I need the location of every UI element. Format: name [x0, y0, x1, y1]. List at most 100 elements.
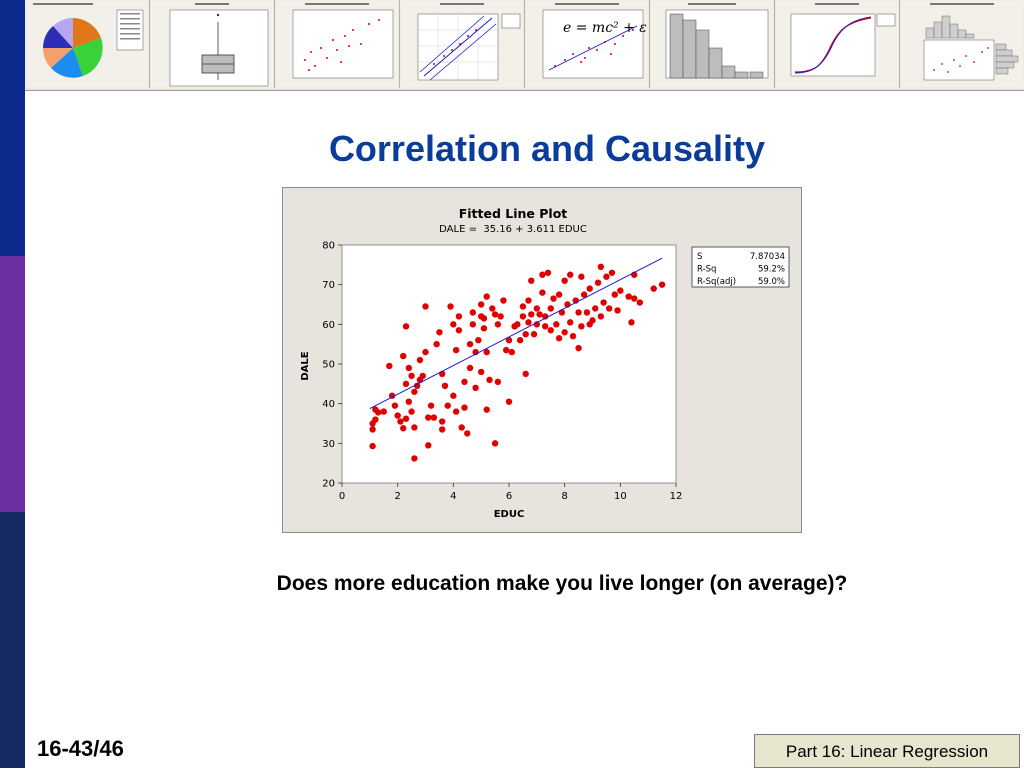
data-point: [586, 285, 593, 292]
data-point: [464, 430, 471, 437]
histogram-thumbnail: [650, 0, 775, 88]
data-point: [489, 305, 496, 312]
data-point: [533, 305, 541, 312]
data-point: [436, 329, 443, 336]
data-point: [405, 364, 412, 372]
sidebar-segment-middle: [0, 256, 25, 512]
data-point: [374, 409, 382, 416]
data-point: [636, 299, 644, 306]
data-point: [575, 309, 582, 316]
data-point: [528, 311, 535, 318]
data-point: [411, 455, 418, 462]
data-point: [461, 404, 468, 411]
data-point: [500, 297, 507, 304]
data-point: [606, 305, 613, 312]
data-point: [516, 337, 524, 344]
data-point: [525, 297, 532, 304]
y-tick-label: 70: [322, 280, 335, 291]
data-point: [539, 271, 546, 278]
data-point: [455, 327, 463, 334]
x-tick-label: 10: [614, 491, 627, 502]
data-point: [611, 291, 618, 298]
data-point: [603, 273, 610, 280]
stat-value: 7.87034: [750, 252, 785, 262]
data-point: [578, 273, 585, 280]
data-point: [402, 323, 410, 330]
graph-thumbnail-strip: e = mc² + ε: [25, 0, 1024, 91]
scatterplot-thumbnail: [275, 0, 400, 88]
scatter-formula-thumbnail: e = mc² + ε: [525, 0, 650, 88]
left-sidebar: [0, 0, 25, 768]
data-point: [461, 378, 468, 386]
data-point: [452, 346, 460, 354]
data-point: [466, 364, 474, 372]
y-tick-label: 60: [322, 320, 335, 331]
data-point: [413, 382, 421, 390]
data-point: [386, 362, 393, 370]
y-tick-label: 30: [322, 439, 335, 450]
stat-value: 59.0%: [758, 277, 785, 287]
y-tick-label: 50: [322, 360, 335, 371]
data-point: [583, 309, 591, 316]
axes-group: 0 2 4 6 8 10 12 20 30 40 50 60 70 80: [322, 241, 682, 503]
data-point: [369, 442, 376, 450]
data-point: [539, 289, 546, 296]
points-group: [369, 263, 666, 462]
data-point: [411, 388, 418, 395]
slide-title: Correlation and Causality: [328, 128, 766, 169]
data-point: [416, 356, 424, 364]
data-point: [422, 348, 429, 356]
data-point: [477, 368, 485, 376]
data-point: [625, 293, 632, 300]
data-point: [522, 331, 529, 338]
data-point: [494, 321, 502, 328]
y-tick-label: 40: [322, 399, 335, 410]
data-point: [508, 348, 515, 356]
data-point: [372, 416, 379, 423]
data-point: [569, 333, 577, 340]
data-point: [541, 323, 549, 330]
data-point: [491, 311, 499, 318]
data-point: [614, 307, 621, 314]
sidebar-segment-top: [0, 0, 25, 256]
pie-chart-thumbnail: [25, 0, 150, 88]
stats-group: S 7.87034 R-Sq 59.2% R-Sq(adj) 59.0%: [697, 252, 785, 287]
data-point: [592, 305, 599, 312]
data-point: [441, 382, 449, 390]
data-point: [530, 331, 538, 338]
data-point: [503, 346, 510, 354]
data-point: [519, 313, 527, 320]
cdf-thumbnail: [775, 0, 900, 88]
data-point: [402, 415, 410, 422]
data-point: [519, 303, 527, 310]
data-point: [425, 442, 432, 449]
data-point: [544, 269, 552, 276]
probability-plot-thumbnail: [400, 0, 525, 88]
data-point: [408, 372, 415, 380]
data-point: [483, 348, 490, 356]
data-point: [586, 321, 593, 328]
x-tick-label: 4: [450, 491, 456, 502]
y-tick-label: 20: [322, 479, 335, 490]
data-point: [522, 370, 529, 378]
data-point: [505, 337, 513, 344]
data-point: [483, 406, 490, 413]
data-point: [458, 424, 465, 431]
data-point: [391, 402, 399, 409]
data-point: [439, 426, 446, 433]
data-point: [628, 319, 635, 326]
data-point: [497, 313, 504, 320]
data-point: [550, 295, 557, 302]
data-point: [452, 408, 460, 415]
chart-title: Fitted Line Plot: [459, 206, 568, 221]
data-point: [480, 325, 488, 332]
data-point: [447, 303, 454, 310]
data-point: [561, 277, 568, 284]
data-point: [536, 311, 543, 318]
data-point: [555, 335, 563, 342]
data-point: [578, 323, 585, 330]
stat-label: R-Sq(adj): [697, 277, 736, 287]
y-axis-label: DALE: [300, 351, 311, 380]
data-point: [514, 321, 521, 328]
stat-value: 59.2%: [758, 265, 785, 275]
